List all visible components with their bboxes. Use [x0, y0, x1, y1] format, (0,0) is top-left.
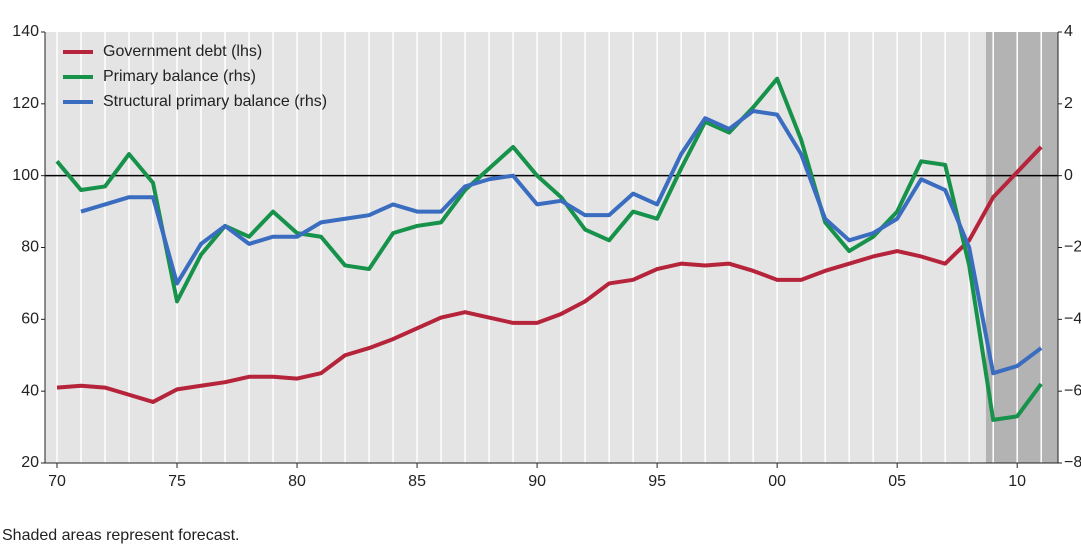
legend-label: Primary balance (rhs): [103, 68, 256, 85]
y2-tick-label: −6: [1064, 382, 1081, 399]
series-line: [80, 109, 1043, 376]
x-tick-label: 80: [288, 473, 306, 490]
legend-label: Structural primary balance (rhs): [103, 93, 327, 110]
x-tick-label: 10: [1008, 473, 1026, 490]
y2-tick-label: 2: [1064, 95, 1073, 112]
footnote: Shaded areas represent forecast.: [2, 527, 239, 544]
legend-label: Government debt (lhs): [103, 43, 262, 60]
y2-tick-label: 4: [1064, 23, 1073, 40]
y2-tick-label: −4: [1064, 311, 1081, 328]
y-tick-label: 40: [21, 382, 39, 399]
y2-tick-label: −2: [1064, 239, 1081, 256]
y-tick-label: 120: [12, 95, 39, 112]
y-tick-label: 20: [21, 454, 39, 471]
y-tick-label: 60: [21, 311, 39, 328]
forecast-shade: [985, 32, 1058, 463]
y-tick-label: 80: [21, 239, 39, 256]
x-tick-label: 95: [648, 473, 666, 490]
y2-tick-label: 0: [1064, 167, 1073, 184]
x-tick-label: 75: [168, 473, 186, 490]
x-tick-label: 00: [768, 473, 786, 490]
series-line: [56, 145, 1043, 404]
y-tick-label: 140: [12, 23, 39, 40]
x-tick-label: 05: [888, 473, 906, 490]
plot-background: [45, 32, 1058, 463]
y2-tick-label: −8: [1064, 454, 1081, 471]
y-tick-label: 100: [12, 167, 39, 184]
x-tick-label: 70: [48, 473, 66, 490]
x-tick-label: 90: [528, 473, 546, 490]
x-tick-label: 85: [408, 473, 426, 490]
